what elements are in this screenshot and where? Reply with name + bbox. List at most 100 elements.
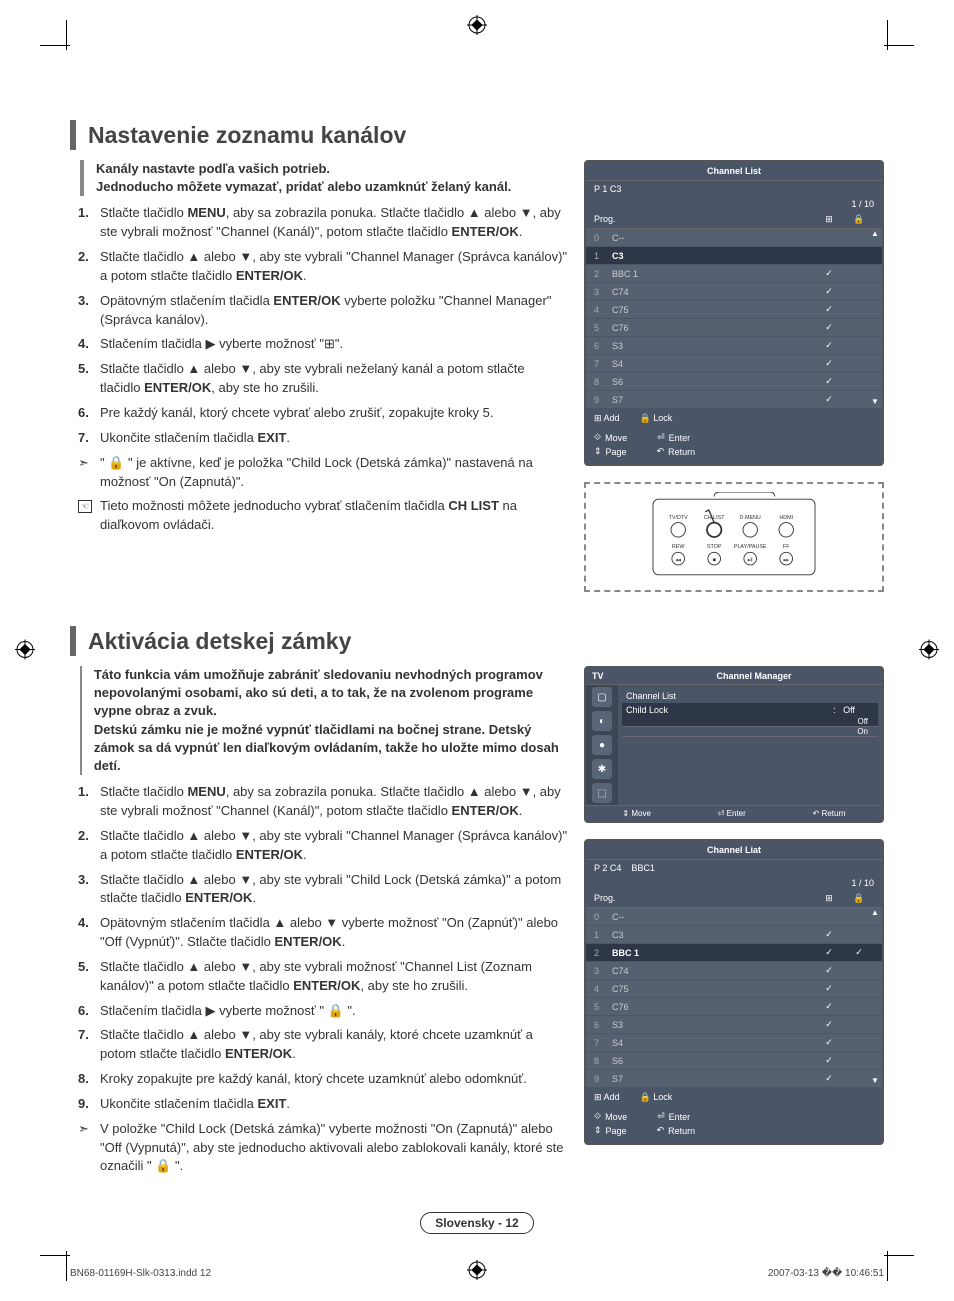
add-icon: ⊞ [814,893,844,904]
step-text: Pre každý kanál, ktorý chcete vybrať ale… [100,404,568,423]
print-timestamp: 2007-03-13 �� 10:46:51 [768,1268,884,1279]
enter-hint: ⏎ Enter [718,809,746,818]
remote-icon: ☜ [78,500,92,513]
menu-row: Channel List [622,689,878,703]
menu-sidebar-icons: ▢ ◐ ● ✱ ⬚ [586,685,618,805]
instruction-step: 6.Pre každý kanál, ktorý chcete vybrať a… [78,404,568,423]
row-channel: S7 [612,1074,814,1084]
row-index: 5 [594,1002,612,1012]
row-channel: C3 [612,930,814,940]
step-number: 1. [78,783,100,821]
row-channel: C3 [612,251,814,261]
row-index: 4 [594,984,612,994]
intro-line: Kanály nastavte podľa vašich potrieb. [96,160,511,178]
instruction-step: 3.Stlačte tlačidlo ▲ alebo ▼, aby ste vy… [78,871,568,909]
osd-body: 0C--1C32BBC 1✓3C74✓4C75✓5C76✓6S3✓7S4✓8S6… [586,229,882,409]
lock-hint: 🔒 Lock [640,413,673,424]
instruction-step: 9.Ukončite stlačením tlačidla EXIT. [78,1095,568,1114]
menu-icon: ● [592,735,612,755]
osd-counter: 1 / 10 [586,876,882,890]
step-text: Ukončite stlačením tlačidla EXIT. [100,1095,568,1114]
row-index: 1 [594,251,612,261]
add-hint: ⊞ Add [594,1092,620,1103]
remote-label: TV/DTV [669,515,689,521]
row-index: 9 [594,1074,612,1084]
row-channel: S7 [612,395,814,405]
row-add: ✓ [814,340,844,351]
step-number: 3. [78,292,100,330]
osd-footer-1: ⊞ Add 🔒 Lock [586,409,882,428]
instruction-step: 6.Stlačením tlačidla ▶ vyberte možnosť "… [78,1002,568,1021]
scroll-down-icon: ▼ [870,1076,880,1088]
osd-channel-row: 5C76✓ [586,998,882,1016]
step-number: 9. [78,1095,100,1114]
osd-column-header: Prog. ⊞ 🔒 [586,890,882,908]
step-text: Stlačte tlačidlo ▲ alebo ▼, aby ste vybr… [100,958,568,996]
step-number: 4. [78,914,100,952]
lock-icon: 🔒 [844,893,874,904]
row-add: ✓ [814,1019,844,1030]
step-text: Opätovným stlačením tlačidla ▲ alebo ▼ v… [100,914,568,952]
osd-body: 0C--1C3✓2BBC 1✓✓3C74✓4C75✓5C76✓6S3✓7S4✓8… [586,908,882,1088]
section-1-arrow-note: ➣ " 🔒 " je aktívne, keď je položka "Chil… [78,454,568,492]
row-add: ✓ [814,268,844,279]
scroll-up-icon: ▲ [870,229,880,241]
remote-label: CH LIST [704,515,725,521]
row-channel: C76 [612,1002,814,1012]
instruction-step: 7.Stlačte tlačidlo ▲ alebo ▼, aby ste vy… [78,1026,568,1064]
row-channel: S3 [612,1020,814,1030]
osd-channel-row: 4C75✓ [586,980,882,998]
row-add: ✓ [814,1073,844,1084]
step-text: Ukončite stlačením tlačidla EXIT. [100,429,568,448]
step-number: 7. [78,1026,100,1064]
return-hint: ↶ Return [813,809,846,818]
step-number: 2. [78,827,100,865]
return-hint: ↶ Return [657,446,696,457]
svg-text:◂◂: ◂◂ [675,557,681,563]
remote-label: REW [672,544,685,550]
osd-scrollbar: ▲ ▼ [870,229,880,409]
row-add: ✓ [814,1055,844,1066]
row-add: ✓ [814,394,844,405]
svg-text:▸▸: ▸▸ [783,557,789,563]
section-1-box-note: ☜ Tieto možnosti môžete jednoducho vybra… [78,497,568,535]
step-number: 4. [78,335,100,354]
lock-icon: 🔒 [844,214,874,225]
step-text: Stlačením tlačidla ▶ vyberte možnosť " 🔒… [100,1002,568,1021]
row-index: 2 [594,269,612,279]
menu-icon: ⬚ [592,783,612,803]
page-hint: ⇕ Page [594,1125,627,1136]
row-channel: C76 [612,323,814,333]
osd-channel-row: 9S7✓ [586,1070,882,1088]
instruction-step: 1.Stlačte tlačidlo MENU, aby sa zobrazil… [78,783,568,821]
osd-footer-2: ⟐ Move ⏎ Enter ⇕ Page ↶ Return [586,428,882,464]
menu-item-label: Child Lock [626,705,814,715]
tv-label: TV [592,671,632,681]
intro-line: Jednoducho môžete vymazať, pridať alebo … [96,178,511,196]
row-channel: S4 [612,359,814,369]
osd-channel-row: 2BBC 1✓✓ [586,944,882,962]
row-add: ✓ [814,376,844,387]
instruction-step: 8.Kroky zopakujte pre každý kanál, ktorý… [78,1070,568,1089]
osd-title: Channel Liat [586,841,882,860]
osd-channel-row: 2BBC 1✓ [586,265,882,283]
instruction-step: 7.Ukončite stlačením tlačidla EXIT. [78,429,568,448]
osd-channel-list-2: Channel Liat P 2 C4 BBC1 1 / 10 Prog. ⊞ … [584,839,884,1145]
osd-channel-row: 0C-- [586,229,882,247]
instruction-step: 4.Opätovným stlačením tlačidla ▲ alebo ▼… [78,914,568,952]
menu-item-value: : Off [814,705,874,715]
step-number: 6. [78,404,100,423]
osd-channel-manager: TV Channel Manager ▢ ◐ ● ✱ ⬚ Channel Lis… [584,666,884,823]
instruction-step: 1.Stlačte tlačidlo MENU, aby sa zobrazil… [78,204,568,242]
step-number: 5. [78,958,100,996]
osd-channel-row: 8S6✓ [586,1052,882,1070]
move-hint: ⟐ Move [594,1111,627,1122]
remote-diagram: TV/DTV CH LIST D.MENU HDMI REW STOP PLAY… [584,482,884,592]
row-channel: S3 [612,341,814,351]
step-number: 1. [78,204,100,242]
remote-label: STOP [707,544,722,550]
instruction-step: 5.Stlačte tlačidlo ▲ alebo ▼, aby ste vy… [78,958,568,996]
osd-scrollbar: ▲ ▼ [870,908,880,1088]
osd-column-header: Prog. ⊞ 🔒 [586,211,882,229]
instruction-step: 3.Opätovným stlačením tlačidla ENTER/OK … [78,292,568,330]
